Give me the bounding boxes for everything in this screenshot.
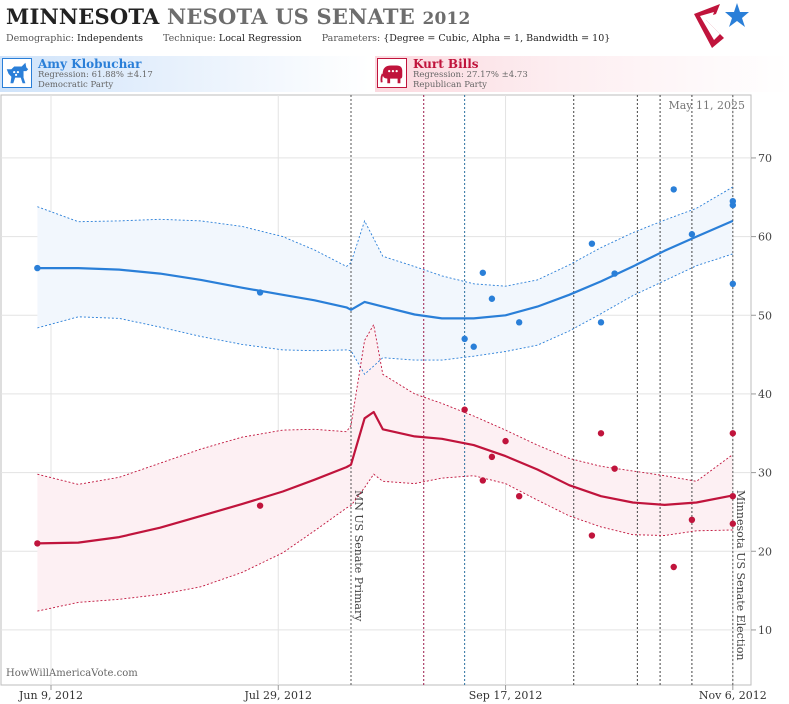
title-repeat: NESOTA	[167, 4, 268, 29]
poll-point	[461, 406, 468, 413]
poll-point	[670, 563, 677, 571]
y-tick-label: 50	[758, 309, 772, 322]
parameters-label: Parameters:	[321, 33, 381, 44]
poll-point	[670, 186, 677, 193]
candidate-name: Kurt Bills	[413, 57, 479, 71]
poll-point	[729, 520, 737, 527]
poll-point	[588, 240, 596, 247]
regression-line-1	[37, 410, 734, 545]
candidate-card-klobuchar: Amy Klobuchar Regression: 61.88% ±4.17 D…	[0, 56, 370, 92]
elephant-icon	[377, 58, 407, 88]
poll-point	[597, 430, 605, 437]
annotation-label: Minnesota US Senate Election	[734, 490, 747, 660]
lower-bound-0	[37, 253, 733, 376]
poll-point	[611, 270, 618, 277]
annotation-label: MN US Senate Primary	[352, 490, 365, 622]
poll-point	[256, 502, 264, 509]
lower-bound-1	[37, 473, 733, 612]
confidence-band-0	[37, 187, 733, 375]
technique-value: Local Regression	[218, 33, 302, 44]
poll-point	[729, 493, 737, 500]
parameters-value: {Degree = Cubic, Alpha = 1, Bandwidth = …	[383, 33, 611, 44]
title-race: US SENATE	[275, 4, 415, 29]
star-logo-icon[interactable]	[690, 0, 750, 50]
poll-point	[479, 269, 487, 276]
poll-point	[611, 465, 618, 472]
y-tick-label: 70	[758, 152, 772, 165]
x-tick-label: Jul 29, 2012	[244, 689, 313, 702]
poll-point	[688, 231, 696, 238]
poll-point	[488, 295, 496, 302]
regression-line-0	[37, 219, 734, 320]
poll-point	[502, 437, 509, 445]
upper-bound-0	[37, 186, 734, 287]
header: MINNESOTA NESOTA US SENATE 2012 Demograp…	[0, 0, 789, 50]
poll-point	[34, 264, 41, 272]
technique-label: Technique:	[163, 33, 216, 44]
y-tick-label: 10	[758, 624, 772, 637]
poll-point	[256, 289, 264, 296]
x-tick-label: Jun 9, 2012	[18, 689, 83, 702]
x-tick-label: Nov 6, 2012	[699, 689, 767, 702]
confidence-band-1	[37, 324, 733, 612]
poll-point	[479, 477, 487, 484]
y-tick-label: 60	[758, 231, 772, 244]
candidate-party: Democratic Party	[38, 80, 114, 90]
title-state: MINNESOTA	[6, 4, 160, 29]
poll-point	[729, 201, 737, 209]
poll-point	[588, 532, 596, 539]
candidate-party: Republican Party	[413, 80, 487, 90]
y-tick-label: 30	[758, 467, 772, 480]
parameters-line: Demographic: Independents Technique: Loc…	[6, 33, 610, 44]
donkey-icon	[2, 58, 32, 88]
candidate-regression: Regression: 61.88% ±4.17	[38, 70, 153, 80]
page-title: MINNESOTA NESOTA US SENATE 2012	[6, 4, 471, 29]
date-label: May 11, 2025	[668, 99, 745, 112]
poll-point	[461, 335, 468, 343]
poll-point	[597, 319, 605, 326]
demographic-value: Independents	[77, 33, 143, 44]
poll-point	[470, 343, 477, 350]
y-tick-label: 40	[758, 388, 772, 401]
candidate-name: Amy Klobuchar	[38, 57, 142, 71]
poll-point	[34, 540, 41, 547]
poll-point	[688, 516, 696, 523]
candidate-regression: Regression: 27.17% ±4.73	[413, 70, 528, 80]
poll-point	[729, 280, 737, 287]
demographic-label: Demographic:	[6, 33, 75, 44]
candidate-card-bills: Kurt Bills Regression: 27.17% ±4.73 Repu…	[375, 56, 789, 92]
poll-point	[515, 319, 523, 326]
title-year: 2012	[422, 9, 471, 29]
y-tick-label: 20	[758, 545, 772, 558]
poll-point	[488, 453, 496, 461]
poll-point	[729, 430, 737, 437]
source-credit: HowWillAmericaVote.com	[6, 668, 138, 679]
poll-point	[515, 493, 523, 500]
x-tick-label: Sep 17, 2012	[469, 689, 543, 702]
